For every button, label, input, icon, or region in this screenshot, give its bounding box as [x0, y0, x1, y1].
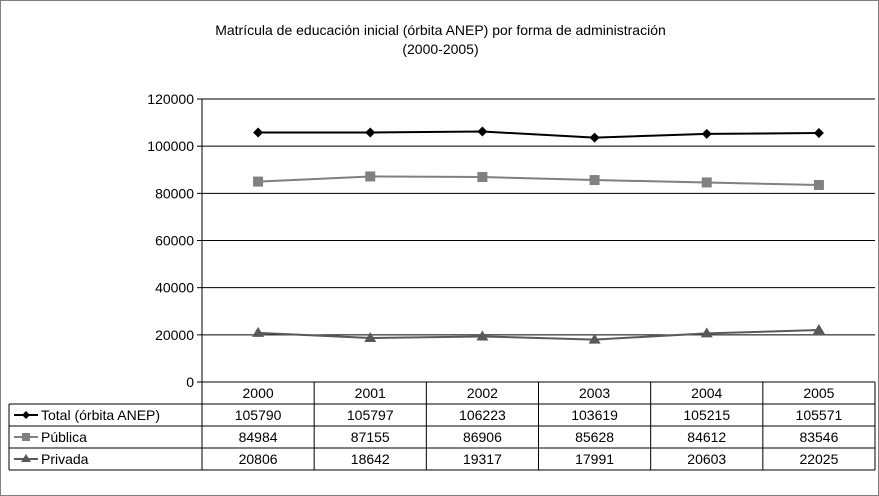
x-category-label: 2004: [691, 385, 722, 401]
y-tick-label: 20000: [155, 327, 194, 343]
x-category-label: 2001: [355, 385, 386, 401]
table-value: 22025: [799, 451, 838, 467]
y-tick-label: 100000: [147, 138, 194, 154]
data-point-square: [477, 172, 488, 183]
data-point-triangle: [812, 324, 825, 335]
legend-label: Privada: [41, 451, 89, 467]
legend-marker-square: [22, 433, 30, 441]
series-line-triangle: [258, 329, 819, 341]
data-point-triangle: [252, 326, 265, 337]
data-point-diamond: [253, 127, 264, 138]
data-point-square: [253, 176, 264, 187]
table-value: 103619: [571, 407, 618, 423]
data-point-diamond: [701, 128, 712, 139]
y-tick-label: 60000: [155, 233, 194, 249]
chart-title: Matrícula de educación inicial (órbita A…: [215, 22, 666, 38]
y-tick-label: 0: [186, 374, 194, 390]
table-value: 105790: [235, 407, 282, 423]
x-category-label: 2002: [467, 385, 498, 401]
table-value: 20603: [687, 451, 726, 467]
table-value: 84612: [687, 429, 726, 445]
data-point-diamond: [813, 128, 824, 139]
table-value: 17991: [575, 451, 614, 467]
table-value: 19317: [463, 451, 502, 467]
data-point-square: [813, 179, 824, 190]
data-point-square: [701, 177, 712, 188]
x-category-label: 2005: [803, 385, 834, 401]
legend-marker-triangle: [21, 454, 31, 462]
data-point-triangle: [588, 333, 601, 344]
x-category-label: 2003: [579, 385, 610, 401]
data-point-diamond: [589, 132, 600, 143]
legend-label: Pública: [41, 429, 87, 445]
table-value: 106223: [459, 407, 506, 423]
table-value: 105215: [683, 407, 730, 423]
data-point-diamond: [477, 126, 488, 137]
legend-marker-diamond: [22, 411, 30, 419]
legend-label: Total (órbita ANEP): [41, 407, 160, 423]
data-point-triangle: [700, 327, 713, 338]
table-value: 18642: [351, 451, 390, 467]
data-point-triangle: [364, 332, 377, 343]
table-value: 20806: [239, 451, 278, 467]
y-tick-label: 120000: [147, 91, 194, 107]
table-value: 83546: [799, 429, 838, 445]
x-category-label: 2000: [243, 385, 274, 401]
table-value: 85628: [575, 429, 614, 445]
series-line-square: [258, 175, 819, 186]
table-value: 86906: [463, 429, 502, 445]
table-value: 105571: [796, 407, 843, 423]
data-point-diamond: [365, 127, 376, 138]
y-tick-label: 80000: [155, 185, 194, 201]
series-line-diamond: [258, 130, 819, 139]
data-point-square: [589, 175, 600, 186]
table-value: 105797: [347, 407, 394, 423]
data-point-triangle: [476, 330, 489, 341]
table-value: 84984: [239, 429, 278, 445]
data-point-square: [365, 171, 376, 182]
y-tick-label: 40000: [155, 280, 194, 296]
chart-subtitle: (2000-2005): [402, 41, 479, 57]
table-value: 87155: [351, 429, 390, 445]
